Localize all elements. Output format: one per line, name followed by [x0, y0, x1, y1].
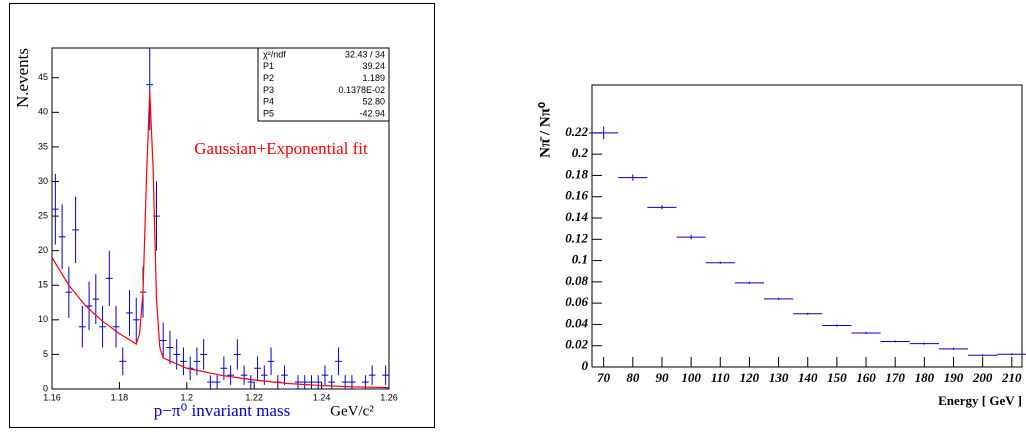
y-tick-label: 0.22 [565, 124, 588, 139]
x-tick-label: 1.22 [245, 392, 263, 402]
y-tick-label: 25 [38, 210, 48, 220]
x-tick-label: 140 [798, 370, 818, 385]
left-chart: 0 5 10 15 20 25 30 35 40 45 1.16 1.18 1.2 1.22 1.24 1.2… [13, 47, 398, 420]
stats-label: P5 [263, 108, 274, 118]
annotation: Gaussian+Exponential fit [194, 139, 368, 158]
y-tick-label: 45 [38, 72, 48, 82]
plot-frame [51, 47, 390, 390]
y-tick-label: 0.06 [565, 294, 588, 309]
stats-value: 0.1378E-02 [338, 85, 385, 95]
x-axis-label: Energy [ GeV ] [938, 393, 1022, 408]
stats-box [257, 47, 390, 122]
y-tick-label: 0 [582, 358, 589, 373]
x-tick-label: 190 [944, 370, 964, 385]
stats-label: χ²/ndf [263, 49, 286, 59]
x-tick-label: 110 [711, 370, 730, 385]
x-tick-label: 100 [681, 370, 701, 385]
x-axis-unit: GeV/c² [330, 403, 374, 419]
right-chart: 0 0.02 0.04 0.06 0.08 0.1 0.12 0.14 0.16 0.18 0.2 0… [537, 84, 1026, 408]
y-tick-label: 0.18 [565, 166, 588, 181]
y-tick-label: 0.12 [565, 230, 588, 245]
y-tick-label: 0.1 [572, 252, 588, 267]
x-tick-label: 90 [655, 370, 669, 385]
y-tick-label: 0.02 [565, 337, 588, 352]
x-tick-label: 120 [740, 370, 760, 385]
y-tick-label: 15 [38, 280, 48, 290]
y-axis-label: N.events [13, 48, 32, 108]
y-tick-label: 0.08 [565, 273, 588, 288]
plot-frame [591, 84, 1023, 368]
y-tick-label: 35 [38, 141, 48, 151]
stats-value: 32.43 / 34 [345, 49, 385, 59]
y-tick-label: 0 [43, 383, 48, 393]
y-tick-label: 0.16 [565, 188, 588, 203]
stats-label: P4 [263, 97, 274, 107]
x-tick-label: 1.16 [43, 392, 61, 402]
x-tick-label: 210 [1001, 370, 1022, 385]
stats-label: P1 [263, 61, 274, 71]
x-tick-label: 80 [626, 370, 640, 385]
x-tick-label: 1.24 [313, 392, 331, 402]
x-tick-label: 180 [915, 370, 935, 385]
y-tick-label: 0.14 [565, 209, 588, 224]
y-axis-label: Nπ̄ / Nπ⁰ [537, 102, 553, 158]
stats-label: P3 [263, 85, 274, 95]
stats-value: 39.24 [362, 61, 385, 71]
stats-value: 1.189 [362, 73, 385, 83]
fit-curve [51, 91, 390, 389]
x-tick-label: 1.26 [380, 392, 398, 402]
x-tick-label: 1.18 [111, 392, 129, 402]
y-tick-label: 5 [43, 349, 48, 359]
x-tick-label: 70 [597, 370, 611, 385]
x-tick-label: 1.2 [181, 392, 194, 402]
y-tick-label: 0.04 [565, 315, 588, 330]
y-tick-label: 10 [38, 314, 48, 324]
x-tick-label: 170 [885, 370, 905, 385]
y-tick-label: 20 [38, 245, 48, 255]
stats-label: P2 [263, 73, 274, 83]
y-tick-label: 30 [38, 176, 48, 186]
x-tick-label: 150 [827, 370, 847, 385]
stats-value: -42.94 [359, 108, 385, 118]
x-tick-label: 200 [972, 370, 993, 385]
x-tick-label: 130 [769, 370, 789, 385]
x-tick-label: 160 [856, 370, 876, 385]
y-tick-label: 40 [38, 107, 48, 117]
x-axis-label: p−π⁰ invariant mass [154, 401, 290, 420]
stats-value: 52.80 [362, 97, 385, 107]
y-tick-label: 0.2 [572, 145, 589, 160]
